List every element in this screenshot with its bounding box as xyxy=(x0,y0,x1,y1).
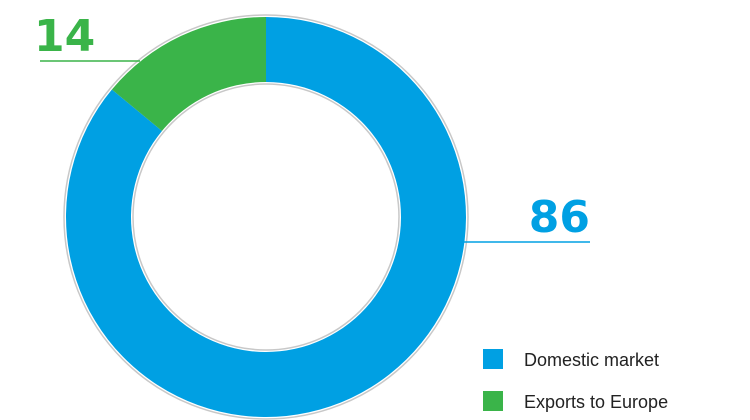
outer-ring-outline xyxy=(63,14,469,420)
inner-ring-outline xyxy=(132,83,400,351)
legend-swatch-exports xyxy=(483,391,503,411)
callout-exports: 14 xyxy=(34,11,140,62)
slices-group xyxy=(65,16,466,417)
legend-item-exports: Exports to Europe xyxy=(483,391,668,412)
legend-label-exports: Exports to Europe xyxy=(524,392,668,412)
slice-domestic-market xyxy=(65,17,466,417)
slice-exports-to-europe xyxy=(111,16,266,131)
legend-item-domestic: Domestic market xyxy=(483,349,659,370)
legend-label-domestic: Domestic market xyxy=(524,350,659,370)
callout-domestic: 86 xyxy=(462,192,590,243)
data-label-domestic: 86 xyxy=(529,192,590,243)
legend-swatch-domestic xyxy=(483,349,503,369)
data-label-exports: 14 xyxy=(34,11,95,62)
legend: Domestic market Exports to Europe xyxy=(483,349,668,412)
